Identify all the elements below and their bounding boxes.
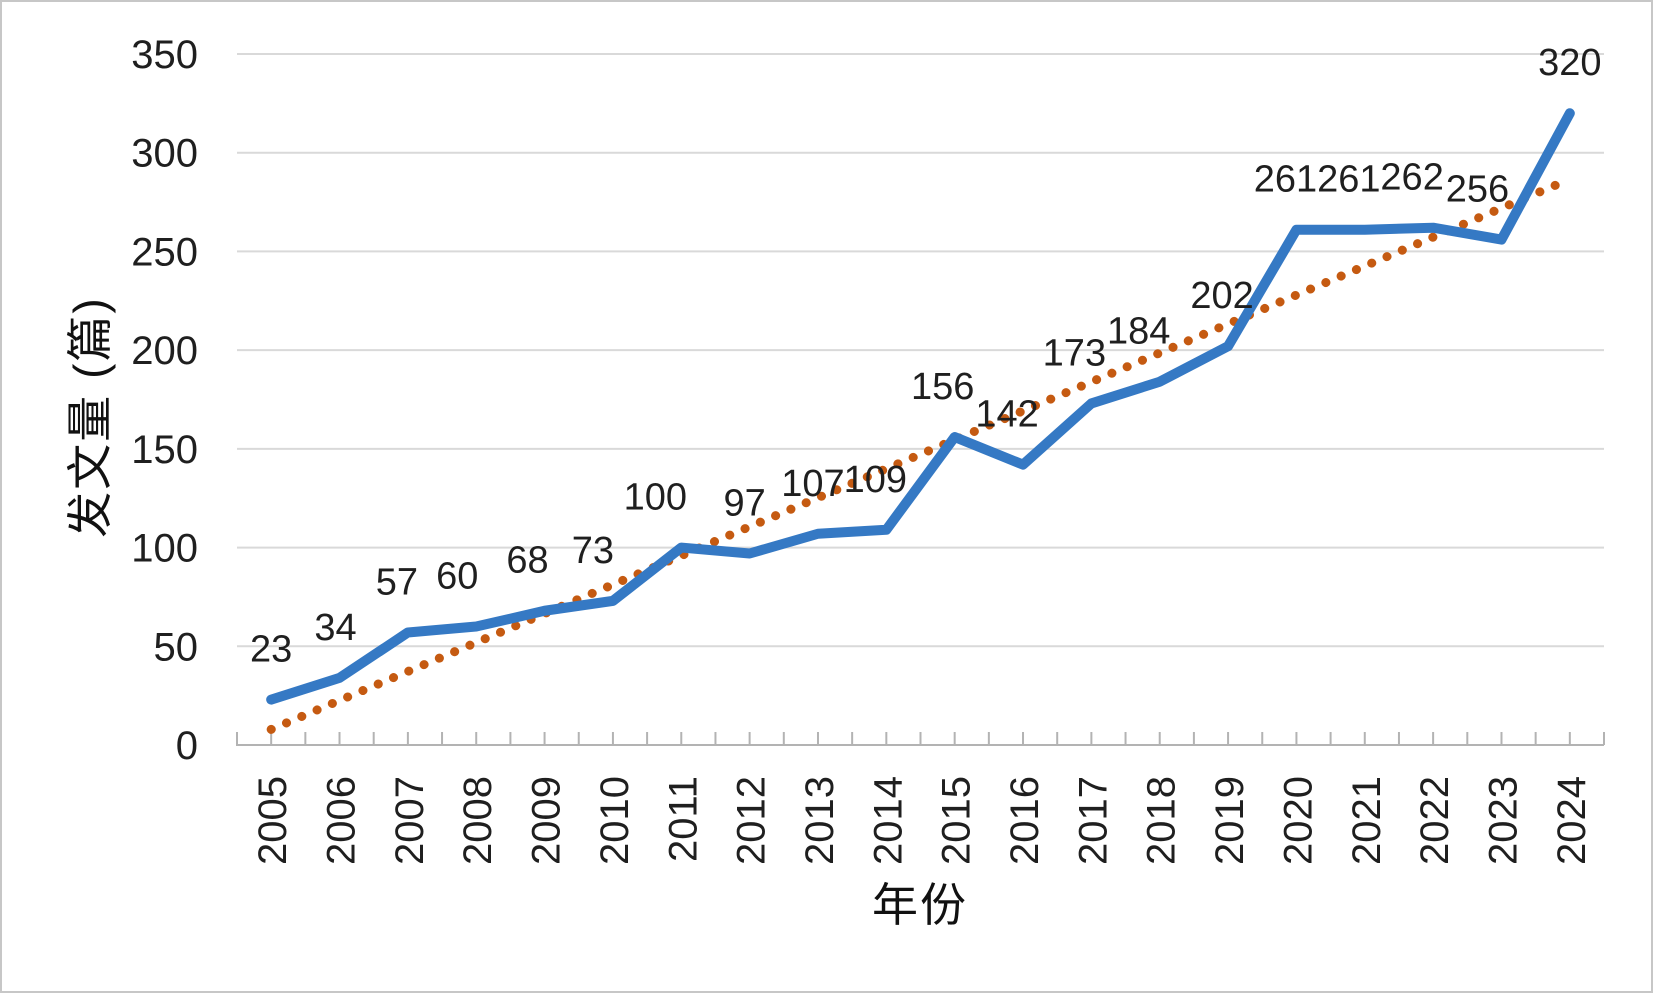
x-tick-label: 2015 xyxy=(935,776,979,865)
x-tick-label: 2023 xyxy=(1481,776,1525,865)
data-label: 109 xyxy=(844,459,907,501)
x-tick-label: 2008 xyxy=(456,776,500,865)
x-tick-label: 2014 xyxy=(866,776,910,865)
x-tick-label: 2005 xyxy=(251,776,295,865)
data-label: 23 xyxy=(250,629,292,671)
data-label: 73 xyxy=(572,530,614,572)
x-tick-label: 2016 xyxy=(1003,776,1047,865)
data-label: 261 xyxy=(1254,159,1317,201)
x-tick-label: 2010 xyxy=(593,776,637,865)
x-tick-label: 2006 xyxy=(320,776,364,865)
data-label: 60 xyxy=(436,556,478,598)
gridlines xyxy=(237,53,1604,648)
y-tick-label: 350 xyxy=(131,33,198,77)
x-tick-label: 2022 xyxy=(1413,776,1457,865)
y-tick-label: 150 xyxy=(131,428,198,472)
y-tick-label: 50 xyxy=(154,625,199,669)
x-tick-label: 2009 xyxy=(525,776,569,865)
y-tick-label: 300 xyxy=(131,132,198,176)
y-tick-labels: 0 50 100 150 200 250 300 350 xyxy=(131,33,198,768)
trendline xyxy=(266,174,1575,734)
y-tick-label: 250 xyxy=(131,230,198,274)
data-label: 184 xyxy=(1107,311,1170,353)
data-label: 320 xyxy=(1538,42,1601,84)
data-label: 97 xyxy=(723,482,765,524)
data-label: 256 xyxy=(1446,169,1509,211)
x-tick-label: 2021 xyxy=(1345,776,1389,865)
x-tick-label: 2012 xyxy=(730,776,774,865)
data-label: 142 xyxy=(975,394,1038,436)
data-label: 107 xyxy=(781,463,844,505)
x-tick-label: 2013 xyxy=(798,776,842,865)
x-tick-labels: 2005 2006 2007 2008 2009 2010 2011 2012 2013 2014… xyxy=(251,776,1594,865)
data-label: 57 xyxy=(376,561,418,603)
x-axis xyxy=(236,732,1605,746)
data-label: 34 xyxy=(314,607,356,649)
data-label: 173 xyxy=(1043,332,1106,374)
data-label: 261 xyxy=(1317,159,1380,201)
data-label: 156 xyxy=(911,366,974,408)
data-label: 100 xyxy=(624,477,687,519)
x-tick-label: 2020 xyxy=(1276,776,1320,865)
x-tick-label: 2024 xyxy=(1550,776,1594,865)
x-tick-label: 2019 xyxy=(1208,776,1252,865)
y-tick-label: 0 xyxy=(176,724,198,768)
data-line xyxy=(266,108,1575,705)
x-tick-label: 2017 xyxy=(1071,776,1115,865)
x-axis-title: 年份 xyxy=(872,879,968,931)
y-axis-title: 发文量 (篇) xyxy=(64,296,116,538)
data-label: 202 xyxy=(1190,275,1253,317)
x-tick-label: 2007 xyxy=(388,776,432,865)
x-tick-label: 2018 xyxy=(1140,776,1184,865)
data-label: 262 xyxy=(1380,157,1443,199)
y-tick-label: 100 xyxy=(131,527,198,571)
y-tick-label: 200 xyxy=(131,329,198,373)
x-tick-label: 2011 xyxy=(661,776,705,862)
data-label: 68 xyxy=(506,540,548,582)
